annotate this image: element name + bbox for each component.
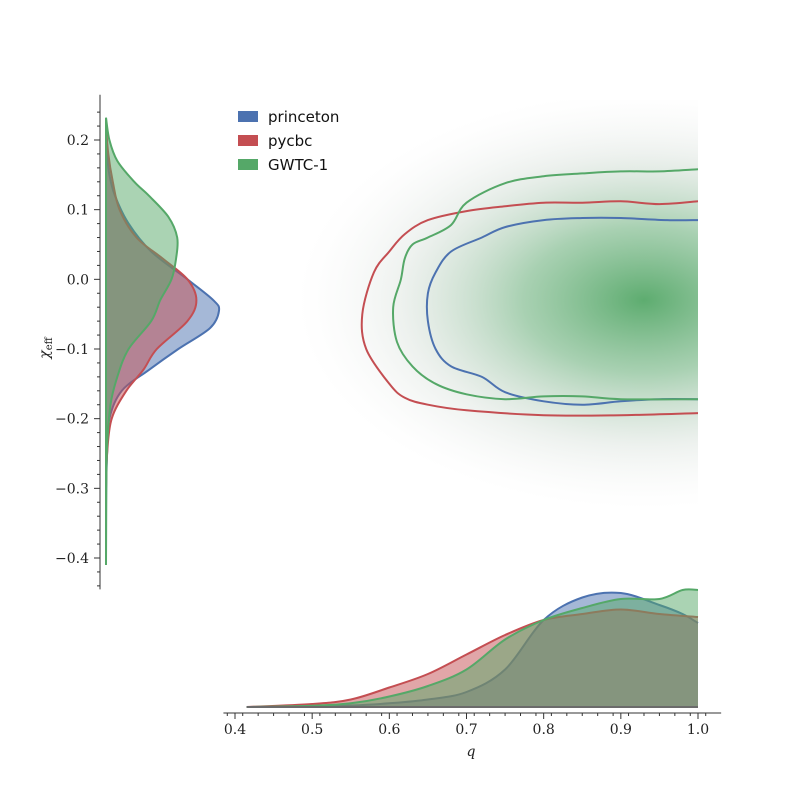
chi-eff-marginal: [105, 117, 221, 566]
legend-swatch-pycbc: [238, 135, 258, 146]
q-density-fill-gwtc-1: [246, 589, 698, 707]
y-tick-label: 0.2: [67, 133, 89, 149]
legend-label-princeton: princeton: [268, 108, 339, 126]
joint-density-shading: [296, 100, 698, 510]
chi-density-line-gwtc-1: [105, 117, 179, 566]
y-axis-label: χeff: [37, 336, 55, 359]
y-axis: 0.2 0.1 0.0 −0.1 −0.2 −0.3 −0.4: [55, 94, 101, 590]
legend-label-gwtc-1: GWTC-1: [268, 156, 328, 174]
y-tick-label: −0.2: [55, 412, 89, 428]
q-density-line-gwtc-1: [246, 588, 699, 708]
x-tick-label: 0.4: [224, 722, 246, 738]
legend-swatch-princeton: [238, 111, 258, 122]
x-tick-label: 0.7: [455, 722, 477, 738]
contour-princeton: [425, 216, 698, 406]
x-axis: 0.4 0.5 0.6 0.7 0.8 0.9 1.0: [223, 712, 722, 738]
y-tick-label: −0.3: [55, 481, 89, 497]
contour-gwtc-1: [392, 168, 698, 401]
x-tick-label: 0.8: [533, 722, 555, 738]
y-tick-label: −0.1: [55, 342, 89, 358]
x-tick-label: 0.9: [610, 722, 632, 738]
y-tick-label: 0.0: [67, 272, 89, 288]
chi-density-fill-gwtc-1: [106, 117, 178, 565]
y-tick-label: 0.1: [67, 203, 89, 219]
legend-swatch-gwtc-1: [238, 159, 258, 170]
joint-panel: [296, 100, 698, 510]
q-marginal: [246, 588, 699, 708]
joint-contours: [360, 168, 698, 417]
x-tick-label: 1.0: [687, 722, 709, 738]
x-axis-label: q: [467, 744, 476, 760]
x-tick-label: 0.5: [301, 722, 323, 738]
y-tick-label: −0.4: [55, 551, 89, 567]
x-tick-label: 0.6: [378, 722, 400, 738]
legend: princeton pycbc GWTC-1: [238, 108, 339, 174]
contour-pycbc: [360, 200, 698, 417]
legend-label-pycbc: pycbc: [268, 132, 312, 150]
